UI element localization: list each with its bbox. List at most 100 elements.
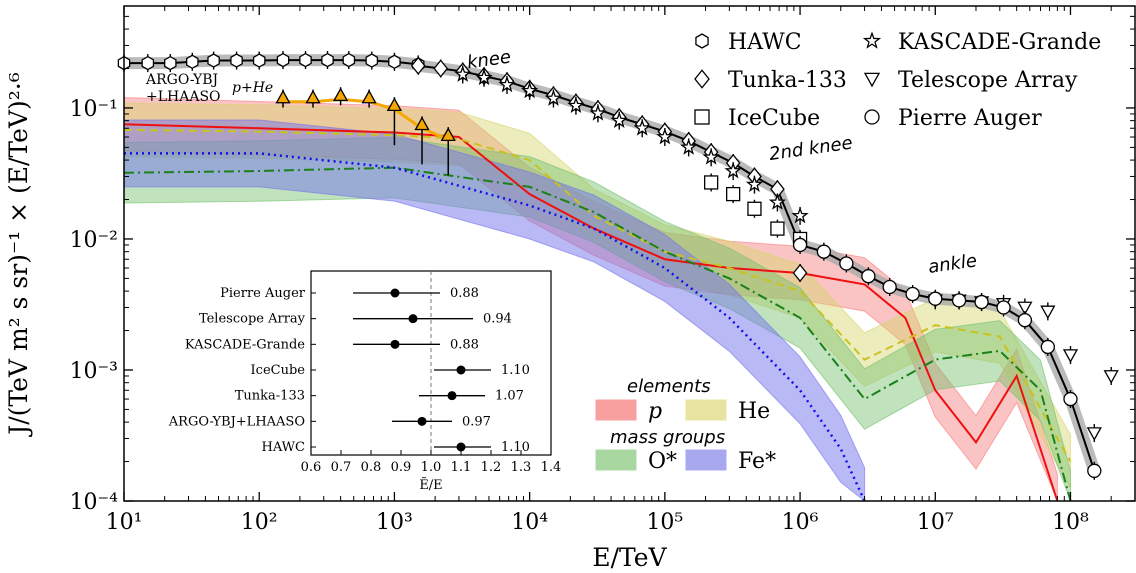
x-tick-label: 10⁴ xyxy=(511,510,548,535)
legend-marker xyxy=(694,109,710,125)
marker-pierre-auger xyxy=(1087,463,1102,478)
inset-row-label: Pierre Auger xyxy=(220,286,306,301)
marker-tunka-133 xyxy=(433,59,449,78)
group-swatch xyxy=(685,399,727,421)
marker-kascade-grande xyxy=(521,81,539,99)
inset-x-tick-label: 0.7 xyxy=(331,460,352,475)
marker-icecube xyxy=(770,221,785,236)
marker-hawc xyxy=(164,55,177,71)
legend-label: Tunka-133 xyxy=(728,68,847,93)
group-swatch xyxy=(685,449,727,471)
inset-value: 0.97 xyxy=(462,414,491,429)
inset-x-tick-label: 1.3 xyxy=(511,460,532,475)
inset-point xyxy=(456,365,466,375)
marker-pierre-auger xyxy=(996,300,1011,315)
argo-label-line1: ARGO-YBJ xyxy=(145,72,218,88)
marker-telescope-array xyxy=(1086,427,1102,441)
legend: HAWC KASCADE-Grande Tunka-133 Telescope Arr… xyxy=(595,30,1101,474)
mass-group-bands xyxy=(123,97,1071,503)
marker-pierre-auger xyxy=(816,244,832,259)
marker-pierre-auger xyxy=(974,294,989,310)
marker-kascade-grande xyxy=(680,138,698,155)
inset-x-tick-label: 0.8 xyxy=(361,460,382,475)
marker-kascade-grande xyxy=(656,127,674,145)
marker-hawc xyxy=(365,53,379,68)
marker-kascade-grande xyxy=(544,89,563,106)
inset-point xyxy=(390,339,400,349)
inset-row-label: IceCube xyxy=(251,363,306,378)
marker-pierre-auger xyxy=(1040,339,1055,355)
x-tick-label: 10⁶ xyxy=(782,510,819,535)
inset-x-tick-label: 1.1 xyxy=(451,460,472,475)
inset-point xyxy=(408,314,418,324)
marker-hawc xyxy=(299,52,312,68)
marker-hawc xyxy=(230,53,243,68)
y-axis-label: J/(TeV m² s sr)⁻¹ × (E/TeV)²·⁶ xyxy=(4,72,33,438)
marker-pierre-auger xyxy=(928,291,943,306)
marker-icecube xyxy=(703,175,719,190)
group-label: He xyxy=(738,399,770,424)
inset-x-label: Ẽ/E xyxy=(419,477,442,493)
group-swatch xyxy=(595,449,637,471)
inset-point xyxy=(456,442,466,452)
legend-marker xyxy=(695,33,709,49)
marker-hawc xyxy=(388,54,401,70)
x-tick-label: 10² xyxy=(241,510,278,535)
marker-hawc xyxy=(186,54,199,70)
inset-value: 0.88 xyxy=(450,337,479,352)
inset-x-tick-label: 0.9 xyxy=(391,460,412,475)
marker-telescope-array xyxy=(1062,349,1079,363)
inset-x-tick-label: 0.6 xyxy=(301,460,322,475)
marker-argo xyxy=(361,89,377,104)
model-lines xyxy=(123,123,1072,502)
legend-marker xyxy=(864,109,880,125)
marker-argo xyxy=(414,116,430,131)
legend-label: Telescope Array xyxy=(898,68,1078,93)
marker-hawc xyxy=(342,52,356,68)
inset-value: 1.10 xyxy=(501,440,530,455)
marker-hawc xyxy=(321,52,334,68)
marker-kascade-grande xyxy=(745,175,764,192)
marker-argo xyxy=(440,127,456,142)
marker-telescope-array xyxy=(1017,301,1033,316)
marker-argo xyxy=(386,97,403,112)
inset-value: 1.10 xyxy=(501,363,530,378)
marker-argo xyxy=(333,87,349,102)
group-label: O* xyxy=(648,449,677,474)
marker-tunka-133 xyxy=(410,56,426,75)
marker-telescope-array xyxy=(1040,305,1056,320)
legend-label: HAWC xyxy=(728,30,802,55)
marker-argo xyxy=(275,89,291,104)
inset-value: 0.88 xyxy=(450,286,479,301)
legend-marker xyxy=(694,69,710,89)
marker-pierre-auger xyxy=(839,256,854,271)
marker-hawc xyxy=(141,55,155,71)
inset-point xyxy=(390,288,400,298)
marker-kascade-grande xyxy=(498,75,516,93)
marker-pierre-auger xyxy=(905,286,920,302)
marker-kascade-grande xyxy=(702,148,720,165)
marker-pierre-auger xyxy=(1063,391,1078,407)
inset-row-label: KASCADE-Grande xyxy=(185,337,305,352)
marker-kascade-grande xyxy=(633,119,651,136)
marker-kascade-grande xyxy=(768,193,787,210)
marker-kascade-grande xyxy=(475,68,493,86)
model-line-ostar xyxy=(123,166,1072,502)
inset-point xyxy=(417,416,427,426)
axes: 10¹ 10² 10³ 10⁴ 10⁵ 10⁶ 10⁷ 10⁸ 10⁻¹ 10⁻² 10⁻³ 10⁻⁴… xyxy=(4,6,1136,572)
marker-hawc xyxy=(276,52,290,68)
y-tick-label: 10⁻² xyxy=(70,228,118,253)
y-tick-label: 10⁻³ xyxy=(70,359,118,384)
legend-label: Pierre Auger xyxy=(898,106,1042,131)
marker-kascade-grande xyxy=(724,161,742,179)
argo-sublabel: p+He xyxy=(232,80,273,96)
inset-x-tick-label: 1.2 xyxy=(481,460,502,475)
model-line-he xyxy=(123,128,1072,463)
x-tick-label: 10⁵ xyxy=(646,510,683,535)
group-label: Fe* xyxy=(738,449,776,474)
marker-argo xyxy=(305,89,321,104)
x-tick-label: 10¹ xyxy=(106,510,143,535)
y-tick-label: 10⁻¹ xyxy=(70,97,118,122)
inset-row-label: ARGO-YBJ+LHAASO xyxy=(168,414,305,429)
